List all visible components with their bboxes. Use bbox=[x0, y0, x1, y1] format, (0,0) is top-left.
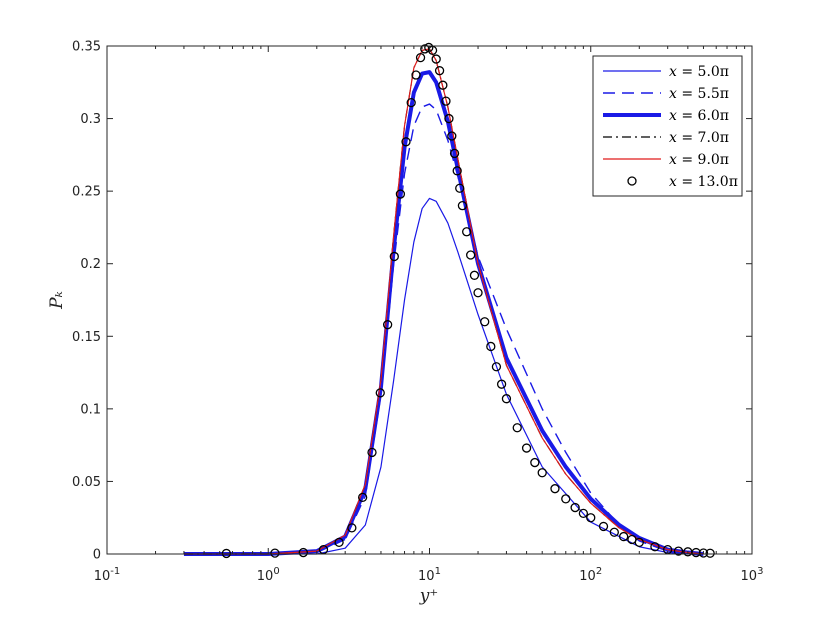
data-point-marker bbox=[444, 113, 454, 124]
x-tick-label: 10-1 bbox=[94, 566, 121, 584]
legend-label: x = 7.0π bbox=[669, 130, 729, 146]
data-point-marker bbox=[550, 484, 560, 494]
data-point-marker bbox=[512, 423, 522, 433]
legend-label: x = 13.0π bbox=[669, 174, 738, 190]
data-point-marker bbox=[521, 443, 532, 453]
data-point-marker bbox=[619, 531, 629, 542]
data-point-marker bbox=[221, 548, 232, 559]
data-point-marker bbox=[382, 320, 393, 330]
data-point-marker bbox=[480, 317, 490, 327]
data-point-marker bbox=[501, 394, 512, 404]
x-tick-label: 103 bbox=[741, 566, 764, 584]
data-point-marker bbox=[537, 468, 547, 478]
ticks-layer: 0 0.05 0.1 0.15 0.2 0.25 0.3 0.35 10-1 100 101 102 1… bbox=[72, 40, 763, 585]
legend-label: x = 5.0π bbox=[669, 64, 729, 80]
data-point-marker bbox=[438, 80, 448, 90]
data-point-marker bbox=[389, 251, 399, 262]
y-tick-label: 0.15 bbox=[72, 330, 101, 345]
data-point-marker bbox=[411, 70, 421, 80]
data-point-marker bbox=[395, 189, 406, 199]
data-point-marker bbox=[270, 548, 280, 558]
y-axis-label: Pₖ bbox=[47, 291, 67, 310]
legend-label: x = 9.0π bbox=[669, 152, 729, 168]
data-point-marker bbox=[609, 527, 619, 537]
legend: x = 5.0π x = 5.5π x = 6.0π x = 7.0π x = 9.0π… bbox=[592, 55, 743, 197]
data-point-marker bbox=[347, 523, 357, 533]
x-axis-label: y⁺ bbox=[419, 586, 439, 606]
data-point-marker bbox=[434, 66, 445, 76]
data-point-marker bbox=[375, 388, 385, 398]
legend-label: x = 5.5π bbox=[669, 86, 729, 102]
y-tick-label: 0 bbox=[93, 548, 101, 563]
data-point-marker bbox=[358, 492, 368, 503]
y-tick-label: 0.35 bbox=[72, 40, 101, 55]
data-point-marker bbox=[491, 362, 502, 372]
data-point-marker bbox=[473, 288, 483, 298]
data-point-marker bbox=[431, 54, 441, 64]
data-point-marker bbox=[452, 166, 462, 176]
legend-marker bbox=[627, 176, 637, 186]
data-point-marker bbox=[634, 537, 644, 548]
data-point-marker bbox=[367, 447, 377, 458]
data-point-marker bbox=[578, 508, 589, 519]
data-point-marker bbox=[698, 548, 709, 558]
data-point-marker bbox=[561, 494, 571, 504]
data-point-marker bbox=[441, 96, 451, 106]
y-tick-label: 0.1 bbox=[80, 402, 101, 417]
data-point-marker bbox=[650, 542, 660, 552]
x-tick-label: 102 bbox=[579, 566, 602, 584]
data-point-marker bbox=[673, 546, 684, 556]
x-tick-label: 100 bbox=[257, 566, 280, 584]
y-tick-label: 0.3 bbox=[80, 112, 101, 127]
data-point-marker bbox=[486, 341, 496, 352]
legend-label: x = 6.0π bbox=[669, 108, 729, 124]
y-tick-label: 0.05 bbox=[72, 475, 101, 490]
data-point-marker bbox=[462, 227, 472, 237]
series-2-line bbox=[183, 103, 688, 555]
data-point-marker bbox=[530, 457, 540, 468]
data-point-marker bbox=[570, 502, 580, 513]
data-point-marker bbox=[457, 201, 468, 211]
data-point-marker bbox=[406, 97, 416, 108]
y-tick-label: 0.2 bbox=[80, 257, 101, 272]
plot-area: 0 0.05 0.1 0.15 0.2 0.25 0.3 0.35 10-1 100 101 102 1… bbox=[72, 40, 763, 585]
data-point-marker bbox=[496, 379, 507, 389]
data-point-marker bbox=[469, 270, 480, 280]
data-point-marker bbox=[705, 548, 715, 558]
data-point-marker bbox=[415, 52, 426, 63]
legend-box bbox=[592, 55, 743, 197]
data-point-marker bbox=[401, 137, 411, 147]
data-point-marker bbox=[449, 148, 460, 159]
y-tick-label: 0.25 bbox=[72, 185, 101, 200]
data-point-marker bbox=[447, 131, 457, 141]
data-point-marker bbox=[455, 183, 465, 193]
data-point-marker bbox=[334, 537, 344, 548]
x-tick-label: 101 bbox=[418, 566, 441, 584]
data-point-marker bbox=[586, 513, 596, 523]
data-point-marker bbox=[466, 250, 476, 260]
data-point-marker bbox=[598, 521, 609, 532]
data-point-marker bbox=[298, 547, 308, 558]
